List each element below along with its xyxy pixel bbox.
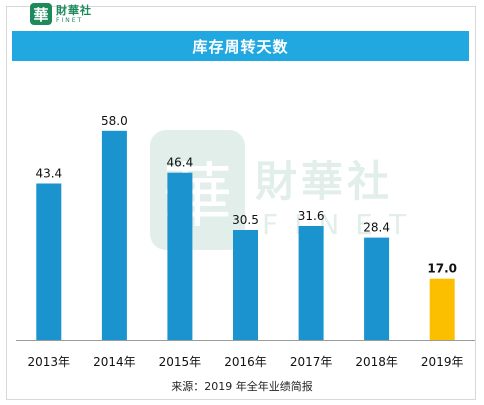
x-tick-label-2014年: 2014年 xyxy=(93,355,136,369)
logo-english-name: FINET xyxy=(56,16,84,24)
bar-2016年 xyxy=(233,230,258,340)
bar-2018年 xyxy=(364,237,390,340)
x-tick-label-2015年: 2015年 xyxy=(159,355,202,369)
x-tick-label-2013年: 2013年 xyxy=(28,355,71,369)
logo-chinese-name: 財華社 xyxy=(56,3,92,17)
finet-logo: 華 財華社 FINET xyxy=(30,2,92,26)
x-tick-label-2019年: 2019年 xyxy=(421,355,464,369)
data-label-2013年: 43.4 xyxy=(35,167,62,181)
bar-2017年 xyxy=(298,226,324,340)
chart-title: 库存周转天数 xyxy=(192,37,289,56)
data-label-2017年: 31.6 xyxy=(298,209,325,223)
data-label-2015年: 46.4 xyxy=(167,156,194,170)
bar-2014年 xyxy=(101,130,127,340)
x-tick-label-2016年: 2016年 xyxy=(224,355,267,369)
chart-title-bar: 库存周转天数 xyxy=(12,31,469,61)
data-label-2018年: 28.4 xyxy=(363,221,390,235)
logo-seal-icon: 華 xyxy=(30,3,52,25)
data-label-2014年: 58.0 xyxy=(101,114,128,128)
x-tick-label-2018年: 2018年 xyxy=(355,355,398,369)
bar-2019年 xyxy=(429,278,455,340)
chart-frame xyxy=(6,6,476,400)
bar-2013年 xyxy=(36,183,62,340)
logo-text: 財華社 FINET xyxy=(56,5,92,24)
x-tick-label-2017年: 2017年 xyxy=(290,355,333,369)
data-label-2019年: 17.0 xyxy=(427,262,457,276)
bar-2015年 xyxy=(167,172,193,340)
source-note: 来源：2019 年全年业绩简报 xyxy=(171,380,313,393)
data-label-2016年: 30.5 xyxy=(232,213,259,227)
